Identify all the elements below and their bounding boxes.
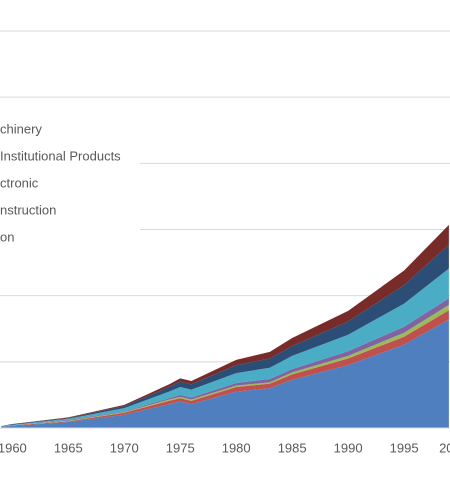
legend-label: on bbox=[0, 229, 14, 244]
x-axis: 1960 1965 1970 1975 1980 1985 1990 1995 20 bbox=[0, 440, 450, 455]
legend-label: nstruction bbox=[0, 202, 56, 217]
plot-area bbox=[0, 224, 450, 429]
x-tick-label: 1970 bbox=[110, 440, 139, 455]
legend: chinery Institutional Products ctronic nstr… bbox=[0, 121, 121, 244]
x-tick-label: 1960 bbox=[0, 440, 27, 455]
x-tick-label: 1985 bbox=[278, 440, 307, 455]
x-tick-label: 1990 bbox=[334, 440, 363, 455]
x-tick-label: 1995 bbox=[390, 440, 419, 455]
x-tick-label: 1975 bbox=[166, 440, 195, 455]
legend-label: chinery bbox=[0, 121, 42, 136]
area bbox=[1, 319, 449, 428]
x-tick-label: 20 bbox=[439, 440, 450, 455]
legend-background bbox=[0, 108, 140, 258]
legend-label: ctronic bbox=[0, 175, 39, 190]
x-tick-label: 1980 bbox=[222, 440, 251, 455]
legend-label: Institutional Products bbox=[0, 148, 121, 163]
x-tick-label: 1965 bbox=[54, 440, 83, 455]
